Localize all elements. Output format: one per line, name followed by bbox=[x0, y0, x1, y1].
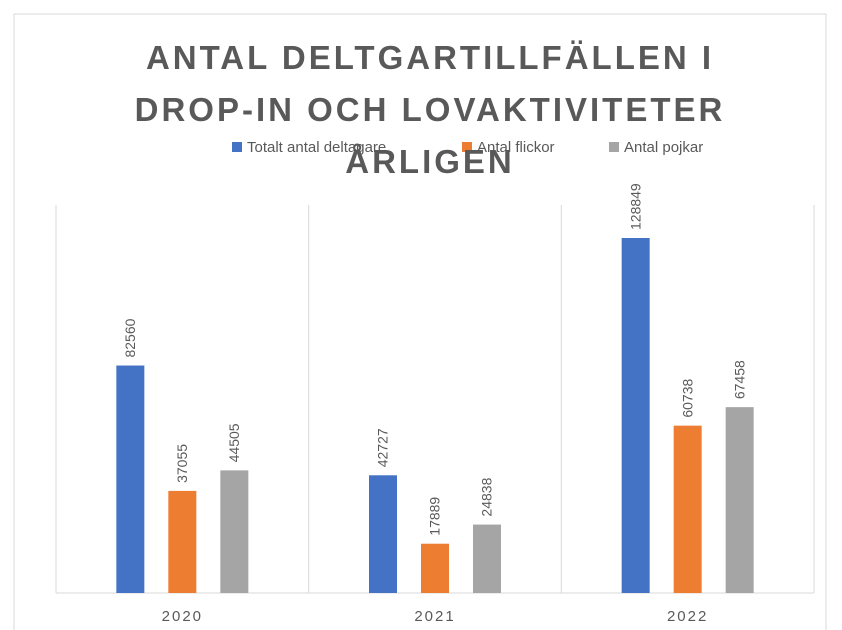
bar bbox=[168, 490, 197, 593]
bar bbox=[673, 425, 702, 593]
data-label: 17889 bbox=[427, 497, 443, 536]
bar bbox=[621, 238, 650, 593]
legend-swatch bbox=[462, 142, 472, 152]
legend-swatch bbox=[232, 142, 242, 152]
legend-label: Antal pojkar bbox=[624, 139, 703, 156]
legend-label: Antal flickor bbox=[477, 139, 555, 156]
data-label: 128849 bbox=[627, 183, 643, 230]
x-tick-label: 2020 bbox=[162, 608, 203, 625]
chart-frame bbox=[13, 13, 827, 630]
x-tick-label: 2022 bbox=[667, 608, 708, 625]
bar bbox=[369, 475, 397, 593]
bar bbox=[421, 543, 449, 593]
chart-title: ANTAL DELTGARTILLFÄLLEN I DROP-IN OCH LO… bbox=[134, 39, 726, 180]
data-label: 42727 bbox=[375, 428, 391, 467]
data-label: 60738 bbox=[679, 379, 695, 418]
data-label: 82560 bbox=[122, 318, 138, 357]
bar bbox=[725, 407, 754, 593]
bar bbox=[220, 470, 249, 593]
bar bbox=[116, 365, 145, 593]
data-label: 24838 bbox=[479, 477, 495, 516]
data-label: 37055 bbox=[174, 444, 190, 483]
legend-label: Totalt antal deltagare bbox=[247, 139, 386, 156]
data-label: 44505 bbox=[226, 423, 242, 462]
x-tick-label: 2021 bbox=[414, 608, 455, 625]
data-label: 67458 bbox=[731, 360, 747, 399]
bar bbox=[473, 524, 501, 593]
legend-swatch bbox=[609, 142, 619, 152]
